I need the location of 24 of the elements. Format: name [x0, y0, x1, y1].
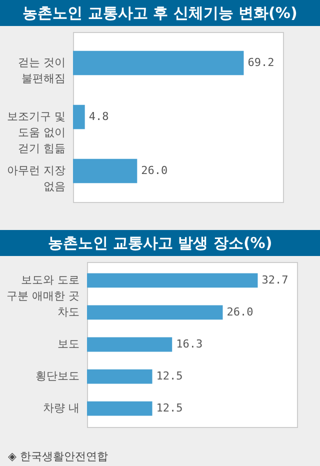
y-tick-label: 아무런 지장 없음 — [7, 164, 66, 193]
data-label: 12.5 — [156, 402, 183, 415]
y-tick-label: 보도와 도로 구분 애매한 곳 — [6, 273, 80, 302]
data-label: 4.8 — [88, 110, 109, 123]
chart-title: 농촌노인 교통사고 발생 장소(%) — [0, 230, 320, 256]
bar — [87, 369, 152, 384]
data-label: 69.2 — [248, 56, 274, 70]
data-label: 16.3 — [176, 338, 203, 350]
bar — [87, 401, 152, 416]
bar — [87, 337, 172, 352]
y-tick-label: 보도 — [58, 338, 80, 350]
bar — [87, 273, 258, 288]
y-tick-label: 차도 — [58, 305, 80, 318]
bar — [87, 305, 223, 320]
chart-title: 농촌노인 교통사고 후 신체기능 변화(%) — [0, 0, 320, 26]
y-tick-label: 걷는 것이 불편해짐 — [18, 56, 66, 86]
data-label: 32.7 — [262, 273, 288, 286]
data-label: 12.5 — [156, 370, 183, 383]
text: ◈ 한국생활안전연합 — [7, 449, 109, 464]
data-label: 26.0 — [141, 164, 168, 177]
y-tick-label: 보조기구 및 도움 없이 걷기 힘듦 — [7, 110, 66, 155]
data-label: 26.0 — [226, 305, 254, 318]
y-tick-label: 횡단보도 — [36, 370, 80, 383]
y-tick-label: 차량 내 — [43, 402, 80, 415]
